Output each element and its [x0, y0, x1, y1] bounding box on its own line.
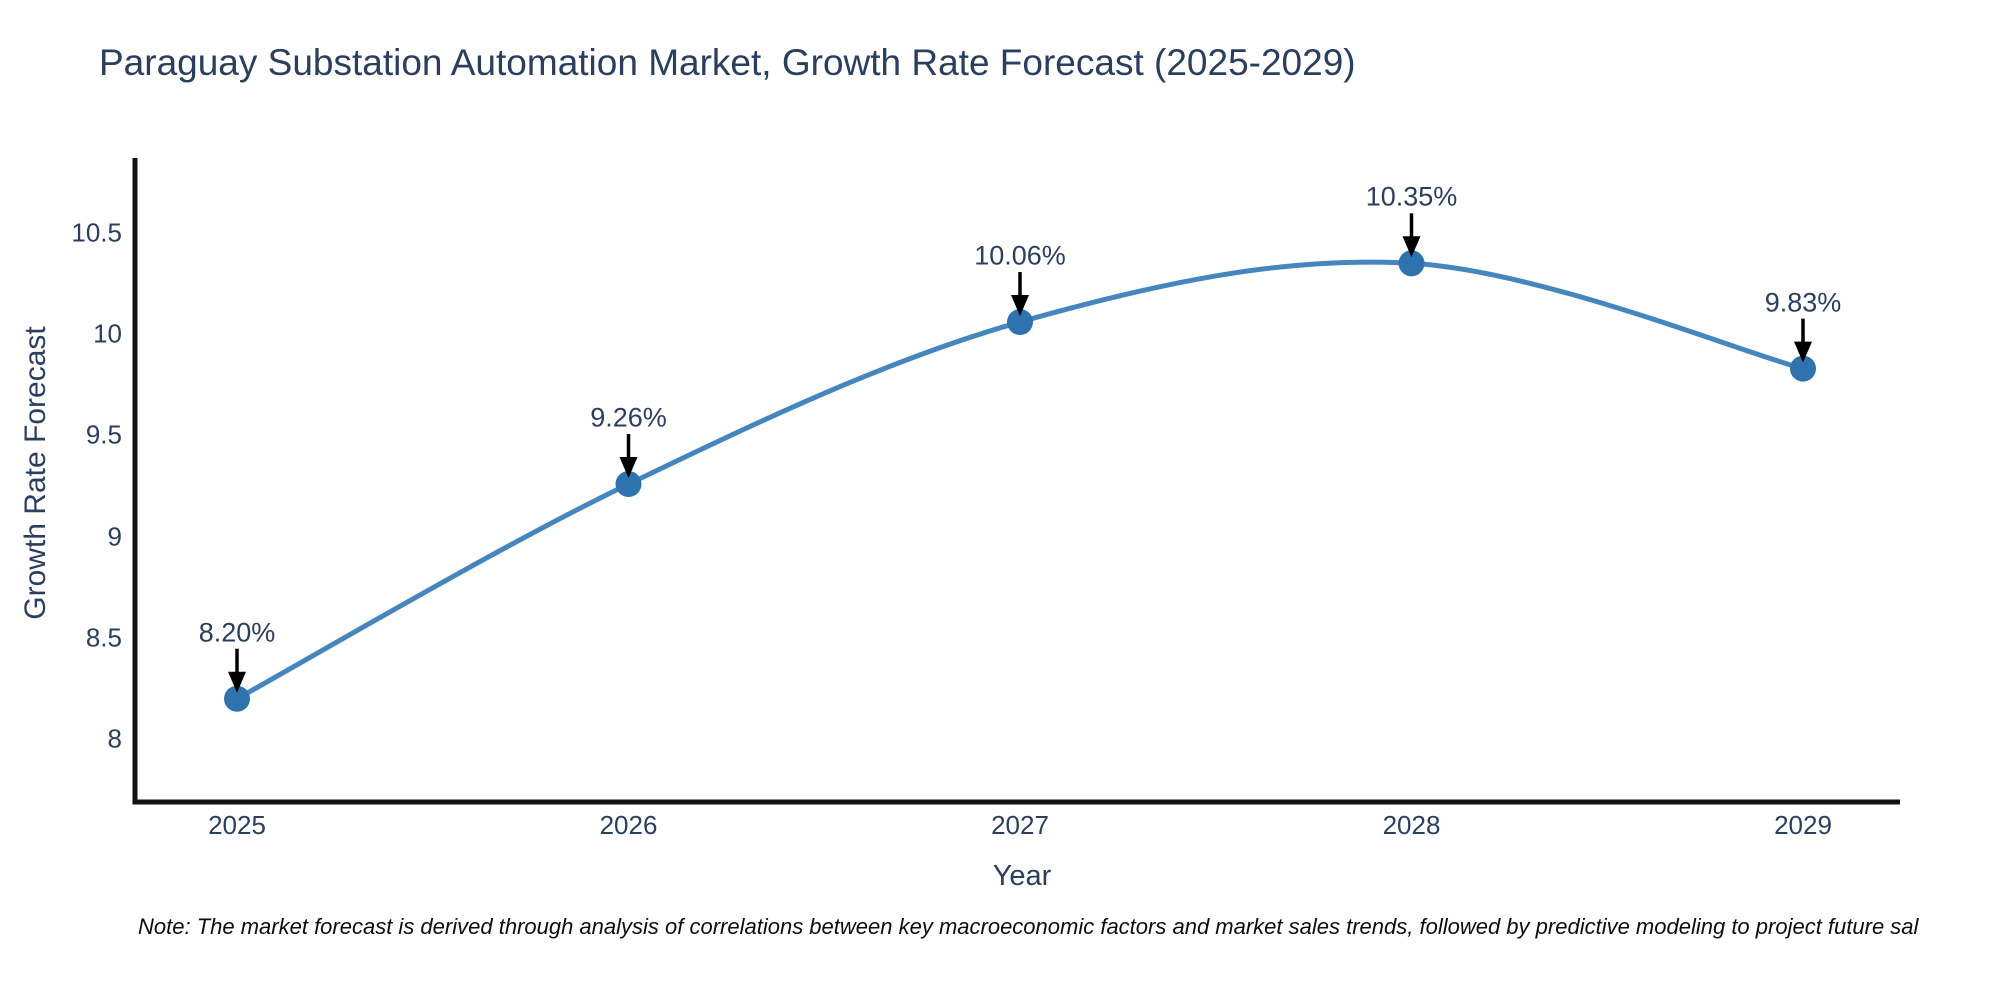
footnote: Note: The market forecast is derived thr…: [138, 914, 1919, 939]
data-point-2028: [1398, 250, 1425, 277]
x-tick-label: 2027: [991, 810, 1049, 840]
x-axis-title: Year: [992, 860, 1052, 892]
annotation-arrow-head: [619, 457, 638, 479]
y-tick-label: 8: [107, 723, 122, 754]
x-tick-label: 2025: [208, 810, 266, 840]
annotation-arrow-head: [1402, 236, 1421, 258]
y-axis-title: Growth Rate Forecast: [19, 326, 52, 620]
annotation-arrow-head: [1794, 341, 1812, 363]
x-tick-label: 2029: [1774, 810, 1832, 840]
data-point-2025: [224, 685, 250, 712]
annotation-label: 10.06%: [974, 240, 1066, 271]
data-point-2027: [1007, 309, 1033, 336]
y-tick-label: 9: [107, 521, 122, 552]
x-tick-label: 2026: [599, 810, 658, 840]
y-tick-label: 10: [93, 318, 122, 349]
y-tick-label: 9.5: [85, 419, 122, 450]
data-point-2029: [1790, 355, 1816, 382]
annotation-label: 9.83%: [1764, 287, 1842, 318]
data-point-2026: [615, 471, 642, 498]
y-tick-label: 10.5: [71, 217, 122, 248]
annotation-arrow-head: [228, 671, 246, 693]
annotation-label: 10.35%: [1365, 181, 1458, 212]
y-tick-label: 8.5: [85, 622, 122, 653]
chart-title: Paraguay Substation Automation Market, G…: [99, 42, 1356, 83]
annotation-arrow-head: [1011, 295, 1029, 317]
x-tick-label: 2028: [1382, 810, 1441, 840]
annotation-label: 9.26%: [590, 402, 667, 433]
annotation-label: 8.20%: [198, 617, 276, 648]
